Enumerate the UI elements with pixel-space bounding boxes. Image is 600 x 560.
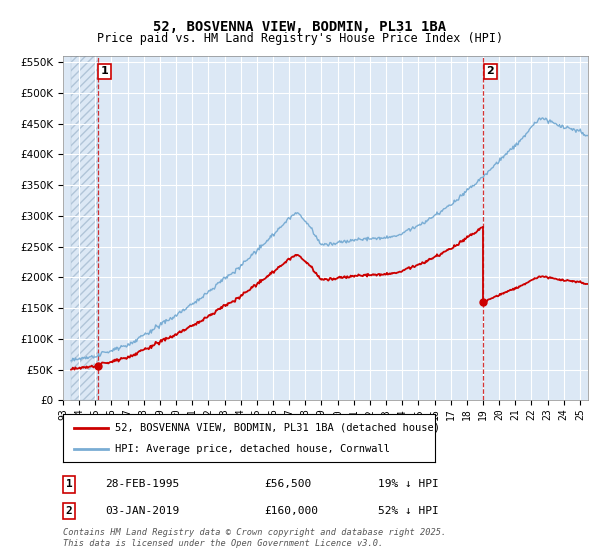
Text: 2: 2 xyxy=(487,66,494,76)
Text: 52, BOSVENNA VIEW, BODMIN, PL31 1BA: 52, BOSVENNA VIEW, BODMIN, PL31 1BA xyxy=(154,20,446,34)
Text: 1: 1 xyxy=(65,479,73,489)
Text: 52, BOSVENNA VIEW, BODMIN, PL31 1BA (detached house): 52, BOSVENNA VIEW, BODMIN, PL31 1BA (det… xyxy=(115,423,440,433)
Text: 28-FEB-1995: 28-FEB-1995 xyxy=(105,479,179,489)
Text: Contains HM Land Registry data © Crown copyright and database right 2025.
This d: Contains HM Land Registry data © Crown c… xyxy=(63,528,446,548)
Text: £160,000: £160,000 xyxy=(264,506,318,516)
Text: Price paid vs. HM Land Registry's House Price Index (HPI): Price paid vs. HM Land Registry's House … xyxy=(97,32,503,45)
Text: 2: 2 xyxy=(65,506,73,516)
Text: £56,500: £56,500 xyxy=(264,479,311,489)
Text: 03-JAN-2019: 03-JAN-2019 xyxy=(105,506,179,516)
Bar xyxy=(71,56,98,400)
Text: 52% ↓ HPI: 52% ↓ HPI xyxy=(378,506,439,516)
Text: 1: 1 xyxy=(101,66,109,76)
Text: HPI: Average price, detached house, Cornwall: HPI: Average price, detached house, Corn… xyxy=(115,444,390,454)
Text: 19% ↓ HPI: 19% ↓ HPI xyxy=(378,479,439,489)
